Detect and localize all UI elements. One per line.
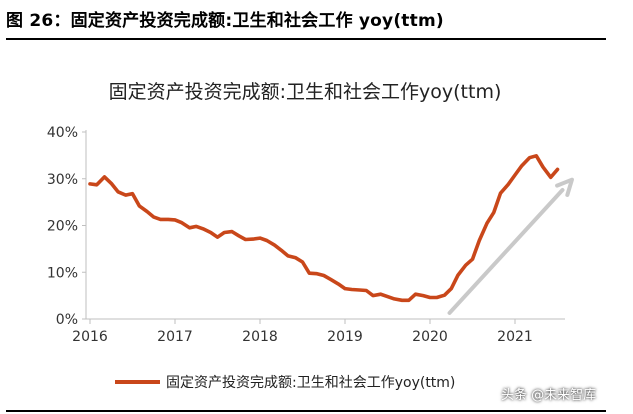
caption-divider (6, 38, 606, 40)
x-tick-label: 2016 (72, 329, 108, 345)
y-tick-label: 0% (56, 312, 78, 328)
plot-marks (88, 154, 574, 315)
trend-arrow-shaft (447, 187, 565, 315)
y-tick-labels: 0% 10% 20% 30% 40% (47, 125, 86, 328)
x-tick-label: 2021 (497, 329, 533, 345)
x-tick-label: 2019 (327, 329, 363, 345)
x-tick-labels: 2016 2017 2018 2019 2020 2021 (72, 319, 533, 345)
legend-label: 固定资产投资完成额:卫生和社会工作yoy(ttm) (166, 375, 455, 391)
y-tick-label: 10% (47, 265, 78, 281)
y-tick-label: 40% (47, 125, 78, 141)
trend-arrow-head (555, 177, 574, 198)
watermark: 头条 @未来智库 (501, 388, 597, 403)
y-tick-label: 30% (47, 172, 78, 188)
legend: 固定资产投资完成额:卫生和社会工作yoy(ttm) (115, 375, 455, 391)
x-tick-label: 2018 (242, 329, 278, 345)
x-tick-label: 2020 (412, 329, 448, 345)
series-line (88, 154, 560, 303)
x-tick-label: 2017 (157, 329, 193, 345)
chart-title: 固定资产投资完成额:卫生和社会工作yoy(ttm) (109, 81, 502, 103)
y-tick-label: 20% (47, 219, 78, 235)
figure-caption: 图 26：固定资产投资完成额:卫生和社会工作 yoy(ttm) (6, 11, 444, 31)
bottom-divider (6, 410, 606, 412)
